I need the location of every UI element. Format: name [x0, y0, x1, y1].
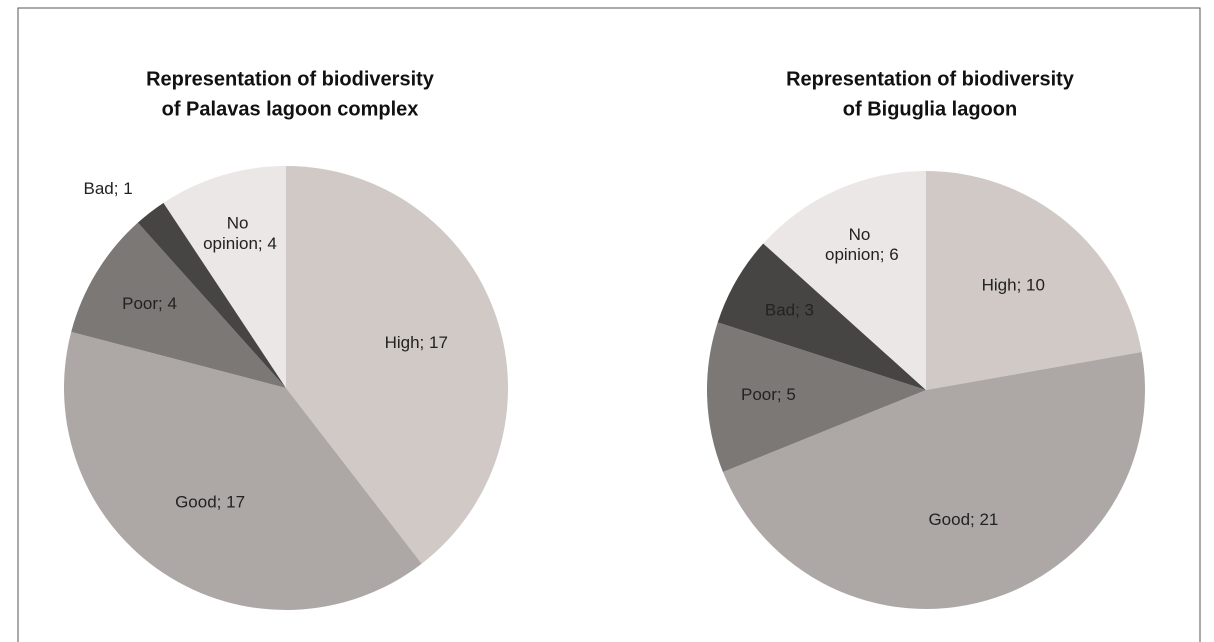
pie-slice — [71, 222, 286, 388]
data-label: Bad; 3 — [765, 301, 814, 320]
label-line: No — [227, 214, 253, 233]
frame — [17, 7, 1201, 642]
pie-slice — [717, 243, 926, 390]
chart-title: Representation of biodiversity — [146, 68, 435, 90]
pie-slice — [763, 171, 926, 390]
data-label: High; 17 — [385, 333, 448, 352]
chart-title: of Palavas lagoon complex — [162, 98, 419, 120]
pie-slice — [286, 166, 508, 564]
data-label: No opinion; 6 — [825, 225, 899, 264]
chart-title: Representation of biodiversity — [786, 68, 1075, 90]
pie-slice — [926, 171, 1142, 390]
data-label: Good; 17 — [175, 492, 245, 511]
pie-slice — [707, 322, 926, 473]
chart-title: of Biguglia lagoon — [843, 98, 1017, 120]
label-line: opinion; 6 — [825, 246, 899, 265]
pie-slice — [137, 202, 286, 388]
data-label: Poor; 4 — [122, 294, 177, 313]
label-line: No — [849, 225, 875, 244]
data-label: Good; 21 — [928, 510, 998, 529]
pie-slice — [64, 331, 422, 610]
pie-slice — [163, 166, 286, 388]
data-label: Poor; 5 — [741, 385, 796, 404]
data-label: High; 10 — [982, 275, 1045, 294]
label-line: opinion; 4 — [203, 235, 277, 254]
pie-slice — [722, 351, 1145, 609]
data-label: Bad; 1 — [84, 179, 133, 198]
data-label: No opinion; 4 — [203, 214, 277, 253]
